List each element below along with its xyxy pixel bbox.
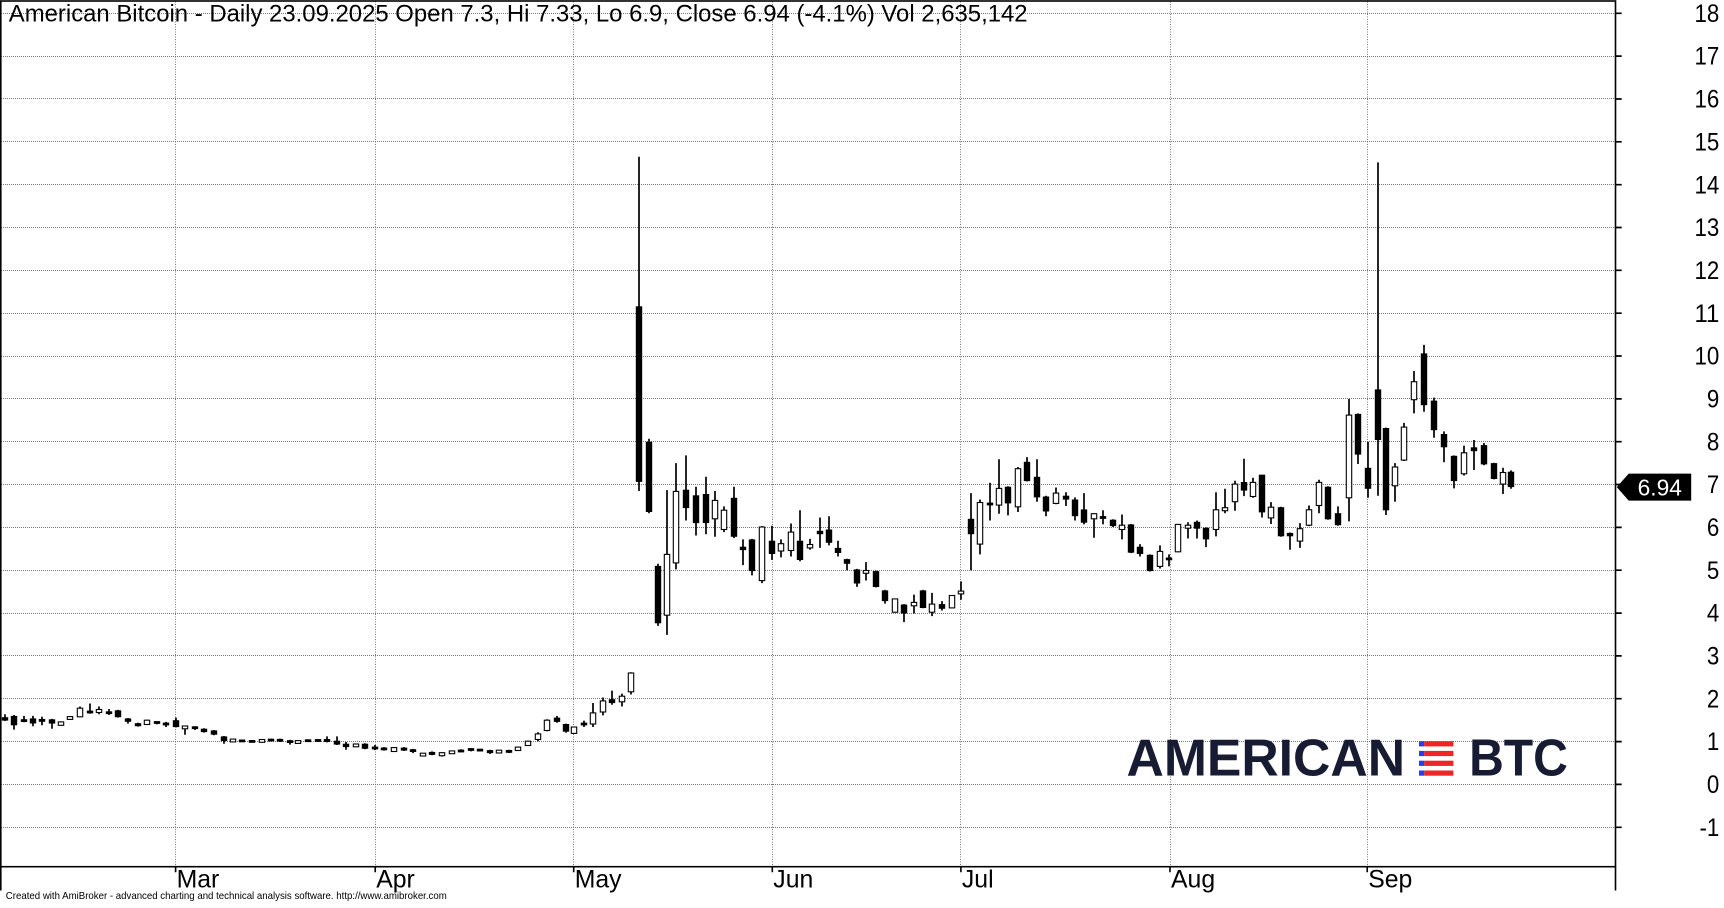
svg-text:4: 4 <box>1707 600 1719 628</box>
svg-text:AMERICAN: AMERICAN <box>1127 729 1406 787</box>
svg-text:American Bitcoin - Daily 23.09: American Bitcoin - Daily 23.09.2025 Open… <box>9 1 1028 28</box>
svg-text:Mar: Mar <box>177 866 220 893</box>
svg-text:May: May <box>575 866 622 893</box>
svg-text:13: 13 <box>1695 214 1720 242</box>
svg-text:12: 12 <box>1695 257 1720 285</box>
svg-text:15: 15 <box>1695 128 1720 156</box>
svg-text:2: 2 <box>1707 685 1719 713</box>
svg-text:1: 1 <box>1707 728 1719 756</box>
svg-text:5: 5 <box>1707 557 1719 585</box>
svg-text:11: 11 <box>1695 300 1720 328</box>
svg-text:BTC: BTC <box>1469 729 1568 787</box>
svg-text:0: 0 <box>1707 771 1719 799</box>
svg-text:6.94: 6.94 <box>1638 474 1682 500</box>
svg-text:17: 17 <box>1695 43 1720 71</box>
svg-text:8: 8 <box>1707 428 1719 456</box>
svg-text:Aug: Aug <box>1171 866 1215 893</box>
svg-text:Created with AmiBroker - advan: Created with AmiBroker - advanced charti… <box>6 891 447 902</box>
svg-text:3: 3 <box>1707 643 1719 671</box>
svg-text:14: 14 <box>1695 171 1720 199</box>
svg-text:10: 10 <box>1695 343 1720 371</box>
svg-text:Jul: Jul <box>962 866 994 893</box>
svg-text:6: 6 <box>1707 514 1719 542</box>
svg-text:-1: -1 <box>1700 814 1720 842</box>
svg-text:9: 9 <box>1707 386 1719 414</box>
svg-text:16: 16 <box>1695 86 1720 114</box>
svg-text:Jun: Jun <box>773 866 813 893</box>
svg-text:7: 7 <box>1707 471 1719 499</box>
svg-text:18: 18 <box>1695 0 1720 28</box>
svg-text:Apr: Apr <box>376 866 415 893</box>
svg-text:Sep: Sep <box>1368 866 1412 893</box>
